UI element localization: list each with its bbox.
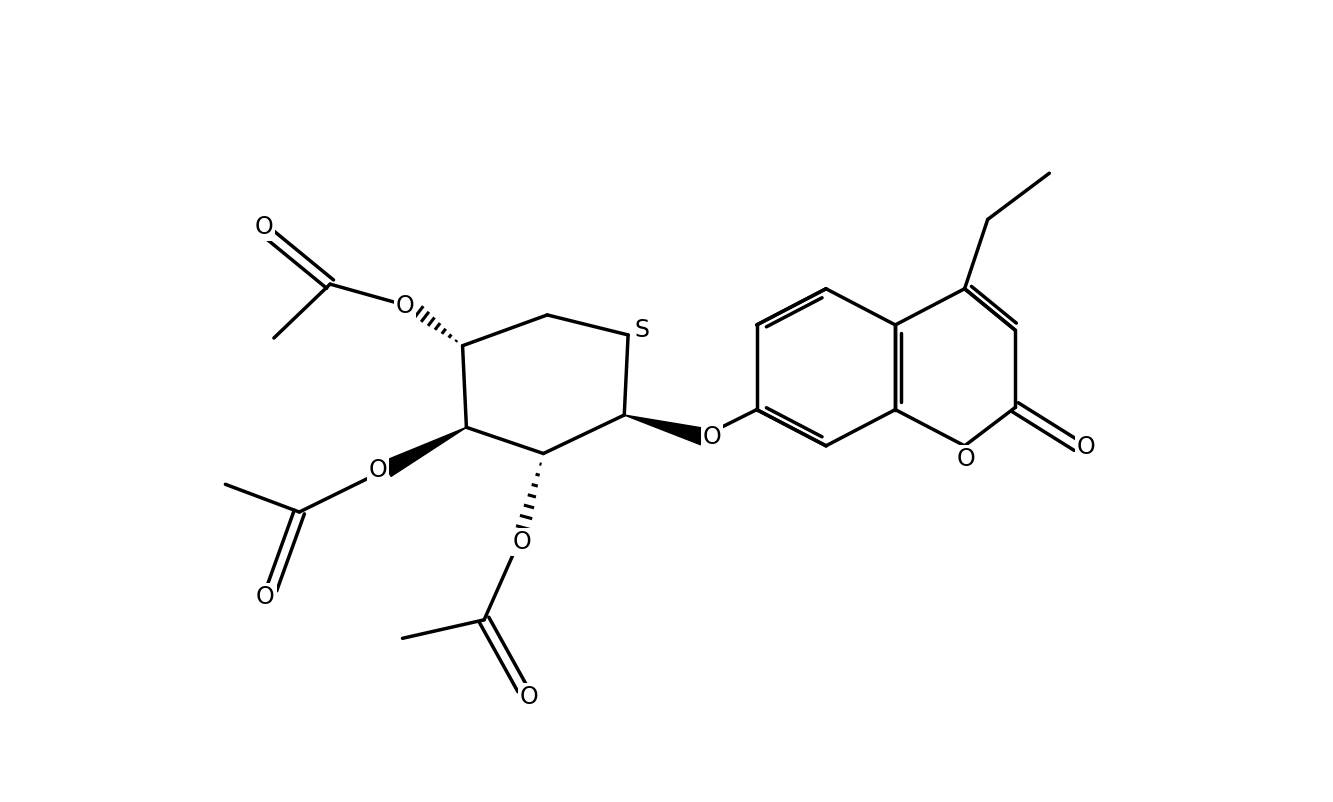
Text: O: O	[520, 685, 539, 709]
Text: O: O	[396, 294, 415, 318]
Text: O: O	[512, 530, 532, 554]
Text: O: O	[255, 215, 273, 239]
Text: O: O	[256, 585, 275, 609]
Polygon shape	[383, 427, 467, 476]
Polygon shape	[624, 415, 705, 445]
Text: O: O	[957, 447, 976, 471]
Text: O: O	[702, 424, 721, 448]
Text: S: S	[635, 318, 649, 342]
Text: O: O	[1077, 435, 1096, 460]
Text: O: O	[368, 459, 387, 483]
